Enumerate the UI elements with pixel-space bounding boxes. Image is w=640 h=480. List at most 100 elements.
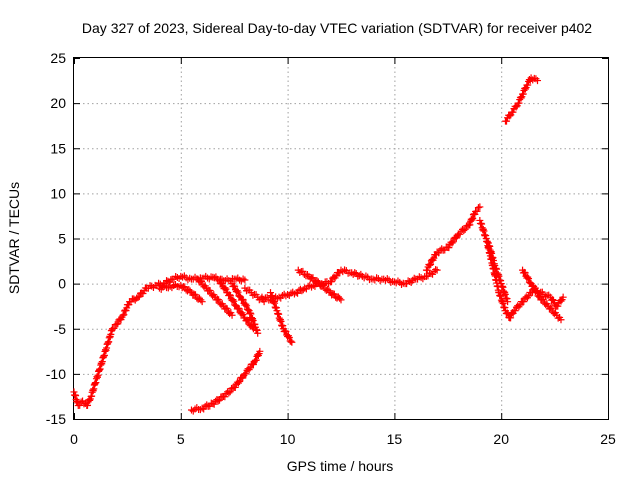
y-tick-label: -10 bbox=[46, 366, 66, 382]
data-point bbox=[355, 272, 363, 280]
series-rise-17-19 bbox=[422, 203, 484, 274]
data-point bbox=[460, 226, 468, 234]
data-point bbox=[476, 203, 484, 211]
data-point bbox=[515, 99, 523, 107]
data-point bbox=[337, 296, 345, 304]
data-point bbox=[282, 328, 290, 336]
data-point bbox=[320, 282, 328, 290]
data-point bbox=[474, 204, 482, 212]
y-tick-label: 20 bbox=[50, 95, 66, 111]
data-point bbox=[467, 215, 475, 223]
data-point bbox=[308, 283, 316, 291]
series-upper bbox=[501, 74, 542, 125]
data-point bbox=[468, 216, 476, 224]
data-point bbox=[525, 278, 533, 286]
data-point bbox=[218, 279, 226, 287]
data-point bbox=[222, 304, 230, 312]
data-point bbox=[336, 294, 344, 302]
data-point bbox=[216, 396, 224, 404]
data-point bbox=[529, 76, 537, 84]
data-point bbox=[302, 272, 310, 280]
data-point bbox=[521, 269, 529, 277]
data-point bbox=[524, 81, 532, 89]
data-point bbox=[519, 90, 527, 98]
data-point bbox=[433, 266, 441, 274]
data-point bbox=[285, 333, 293, 341]
data-point bbox=[309, 274, 317, 282]
data-point bbox=[299, 267, 307, 275]
data-point bbox=[559, 293, 567, 301]
x-tick-label: 15 bbox=[387, 431, 403, 447]
y-tick-label: -5 bbox=[54, 321, 67, 337]
data-point bbox=[473, 207, 481, 215]
data-point bbox=[246, 364, 254, 372]
data-point bbox=[222, 285, 230, 293]
data-point bbox=[231, 282, 239, 290]
data-point bbox=[557, 297, 565, 305]
data-point bbox=[511, 307, 519, 315]
data-point bbox=[466, 221, 474, 229]
data-point bbox=[239, 296, 247, 304]
data-point bbox=[114, 320, 122, 328]
data-point bbox=[428, 255, 436, 263]
x-tick-label: 5 bbox=[177, 431, 185, 447]
data-point bbox=[191, 291, 199, 299]
data-point bbox=[245, 366, 253, 374]
data-point bbox=[507, 314, 515, 322]
y-tick-label: 15 bbox=[50, 140, 66, 156]
data-point bbox=[243, 302, 251, 310]
data-point bbox=[504, 298, 512, 306]
data-point bbox=[512, 103, 520, 111]
data-point bbox=[225, 389, 233, 397]
data-point bbox=[427, 260, 435, 268]
series-rise-6-9 bbox=[187, 347, 264, 415]
data-point bbox=[195, 294, 203, 302]
y-tick-label: 25 bbox=[50, 50, 66, 66]
data-point bbox=[351, 269, 359, 277]
data-point bbox=[135, 293, 143, 301]
data-point bbox=[299, 286, 307, 294]
plot-frame bbox=[73, 57, 609, 420]
y-tick-label: -15 bbox=[46, 411, 66, 427]
data-point bbox=[234, 288, 242, 296]
data-point bbox=[535, 289, 543, 297]
data-point bbox=[221, 284, 229, 292]
data-point bbox=[233, 287, 241, 295]
data-point bbox=[236, 378, 244, 386]
data-point bbox=[448, 239, 456, 247]
chart-title: Day 327 of 2023, Sidereal Day-to-day VTE… bbox=[82, 20, 592, 36]
series-main bbox=[70, 272, 249, 409]
data-point bbox=[284, 290, 292, 298]
data-point bbox=[548, 305, 556, 313]
data-point bbox=[520, 298, 528, 306]
data-point bbox=[288, 338, 296, 346]
grid bbox=[74, 58, 608, 419]
data-point bbox=[238, 309, 246, 317]
data-point bbox=[456, 230, 464, 238]
data-point bbox=[86, 396, 94, 404]
data-point bbox=[284, 333, 292, 341]
data-point bbox=[84, 401, 92, 409]
data-point bbox=[469, 214, 477, 222]
data-point bbox=[198, 278, 206, 286]
data-point bbox=[554, 302, 562, 310]
y-tick-label: 5 bbox=[58, 231, 66, 247]
data-point bbox=[548, 296, 556, 304]
data-point bbox=[506, 112, 514, 120]
data-point bbox=[423, 266, 431, 274]
data-point bbox=[290, 290, 298, 298]
series-tail-22-23 bbox=[534, 287, 567, 310]
data-point bbox=[524, 273, 532, 281]
data-point bbox=[214, 397, 222, 405]
data-point bbox=[503, 117, 511, 125]
data-point bbox=[226, 388, 234, 396]
data-point bbox=[243, 316, 251, 324]
data-point bbox=[120, 311, 128, 319]
y-tick-label: 0 bbox=[58, 276, 66, 292]
data-point bbox=[256, 347, 264, 355]
series-branch-8 bbox=[228, 280, 262, 337]
data-point bbox=[287, 337, 295, 345]
data-point bbox=[235, 305, 243, 313]
data-point bbox=[521, 85, 529, 93]
